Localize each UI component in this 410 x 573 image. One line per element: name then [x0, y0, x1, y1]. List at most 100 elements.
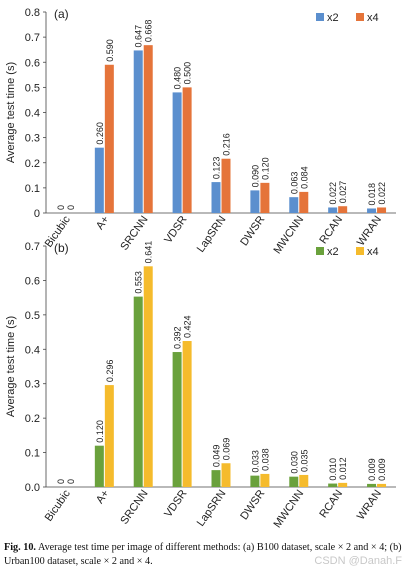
panel-label: (b) — [54, 241, 69, 255]
panel-label: (a) — [54, 7, 69, 21]
bar-x4-lapsrn — [221, 463, 231, 487]
data-label: 0.022 — [377, 182, 387, 205]
data-label: 0.553 — [134, 271, 144, 294]
x-tick-label-wran: WRAN — [355, 214, 384, 248]
data-label: 0.009 — [367, 458, 377, 481]
y-tick-label: 0.1 — [25, 448, 40, 460]
data-label: 0.069 — [222, 438, 232, 461]
x-tick-label-rcan: RCAN — [317, 488, 345, 520]
caption-label: Fig. 10. — [4, 542, 36, 553]
bar-x2-srcnn — [133, 296, 143, 487]
bar-x2-mwcnn — [289, 476, 299, 487]
data-label: 0.216 — [222, 133, 232, 156]
data-label: 0.022 — [328, 182, 338, 205]
bar-x4-lapsrn — [221, 158, 231, 213]
data-label: 0.063 — [289, 172, 299, 195]
x-tick-label-lapsrn: LapSRN — [195, 488, 229, 529]
y-tick-label: 0.3 — [25, 379, 40, 391]
data-label: 0.090 — [250, 165, 260, 188]
legend-label-x4: x4 — [367, 12, 379, 24]
bar-x2-mwcnn — [289, 197, 299, 213]
data-label: 0.500 — [183, 62, 193, 85]
bar-x4-a+ — [104, 385, 114, 487]
chart-panel-a: 0 0.1 0.2 0.3 0.4 0.5 0.6 0.7 0.8 Average test ti… — [5, 7, 396, 256]
x-tick-label-wran: WRAN — [355, 488, 384, 522]
bar-x4-vdsr — [182, 87, 192, 213]
legend-swatch-x2 — [316, 247, 324, 255]
bar-x4-dwsr — [260, 182, 270, 213]
y-tick-label: 0.2 — [25, 413, 40, 425]
data-label: 0.084 — [299, 166, 309, 189]
x-tick-label-dwsr: DWSR — [238, 214, 267, 248]
data-label: 0.035 — [299, 449, 309, 472]
y-axis-title: Average test time (s) — [5, 62, 17, 163]
x-tick-label-dwsr: DWSR — [238, 488, 267, 522]
bar-x4-a+ — [104, 64, 114, 213]
x-tick-label-lapsrn: LapSRN — [195, 214, 229, 255]
data-label: 0.296 — [105, 360, 115, 383]
legend-label-x2: x2 — [327, 246, 339, 258]
bar-x2-dwsr — [250, 190, 260, 213]
bar-x4-wran — [377, 483, 387, 487]
bar-x2-wran — [367, 208, 377, 213]
bar-x2-lapsrn — [211, 182, 221, 213]
figure-canvas: 0 0.1 0.2 0.3 0.4 0.5 0.6 0.7 0.8 Average test ti… — [5, 7, 396, 530]
y-tick-label: 0.4 — [25, 344, 40, 356]
data-label: 0.260 — [95, 122, 105, 145]
legend-swatch-x4 — [356, 247, 364, 255]
data-label: 0.392 — [173, 327, 183, 350]
data-label: 0.018 — [367, 183, 377, 206]
bar-x2-wran — [367, 483, 377, 487]
y-tick-label: 0.7 — [25, 32, 40, 44]
x-tick-label-a+: A+ — [94, 488, 112, 506]
data-label: 0.038 — [260, 448, 270, 471]
data-label: 0.030 — [289, 451, 299, 474]
bar-x2-srcnn — [133, 50, 143, 213]
legend-swatch-x2 — [316, 13, 324, 21]
y-tick-label: 0.0 — [25, 482, 40, 494]
y-tick-label: 0.7 — [25, 241, 40, 253]
bar-x4-rcan — [338, 206, 348, 213]
data-label: 0.647 — [134, 25, 144, 48]
data-label: 0.480 — [173, 67, 183, 90]
data-label: 0.590 — [105, 39, 115, 62]
data-label: 0 — [66, 479, 76, 484]
data-label: 0.668 — [144, 20, 154, 43]
data-label: 0.123 — [212, 157, 222, 180]
bar-x4-rcan — [338, 482, 348, 487]
figure-caption: Fig. 10. Average test time per image of … — [4, 541, 406, 569]
y-tick-label: 0.5 — [25, 310, 40, 322]
x-tick-label-mwcnn: MWCNN — [272, 488, 307, 530]
data-label: 0 — [66, 205, 76, 210]
data-label: 0 — [56, 205, 66, 210]
bar-x2-lapsrn — [211, 470, 221, 487]
data-label: 0.012 — [338, 457, 348, 480]
bar-x4-mwcnn — [299, 474, 309, 487]
x-tick-label-bicubic: Bicubic — [43, 487, 73, 523]
bar-x4-vdsr — [182, 341, 192, 487]
data-label: 0.033 — [250, 450, 260, 473]
bar-x4-srcnn — [143, 45, 153, 213]
caption-text: Average test time per image of different… — [4, 542, 402, 567]
bar-x2-vdsr — [172, 352, 182, 487]
legend-label-x4: x4 — [367, 246, 379, 258]
data-label: 0 — [56, 479, 66, 484]
x-tick-label-srcnn: SRCNN — [118, 488, 150, 527]
bar-x2-a+ — [94, 147, 104, 213]
data-label: 0.424 — [183, 315, 193, 338]
bar-x2-rcan — [328, 207, 338, 213]
y-tick-label: 0.8 — [25, 7, 40, 19]
bar-x2-vdsr — [172, 92, 182, 213]
x-tick-label-vdsr: VDSR — [162, 214, 189, 246]
chart-panel-b: 0.0 0.1 0.2 0.3 0.4 0.5 0.6 0.7 Average test tim… — [5, 241, 396, 530]
y-tick-label: 0 — [34, 208, 40, 220]
bar-x4-dwsr — [260, 473, 270, 487]
y-tick-label: 0.1 — [25, 183, 40, 195]
bar-x2-rcan — [328, 483, 338, 487]
x-tick-label-mwcnn: MWCNN — [272, 214, 307, 256]
y-axis-title: Average test time (s) — [5, 316, 17, 417]
bar-x2-a+ — [94, 445, 104, 487]
data-label: 0.641 — [144, 241, 154, 264]
bar-x4-mwcnn — [299, 191, 309, 213]
watermark: CSDN @Danah.F — [314, 555, 402, 567]
